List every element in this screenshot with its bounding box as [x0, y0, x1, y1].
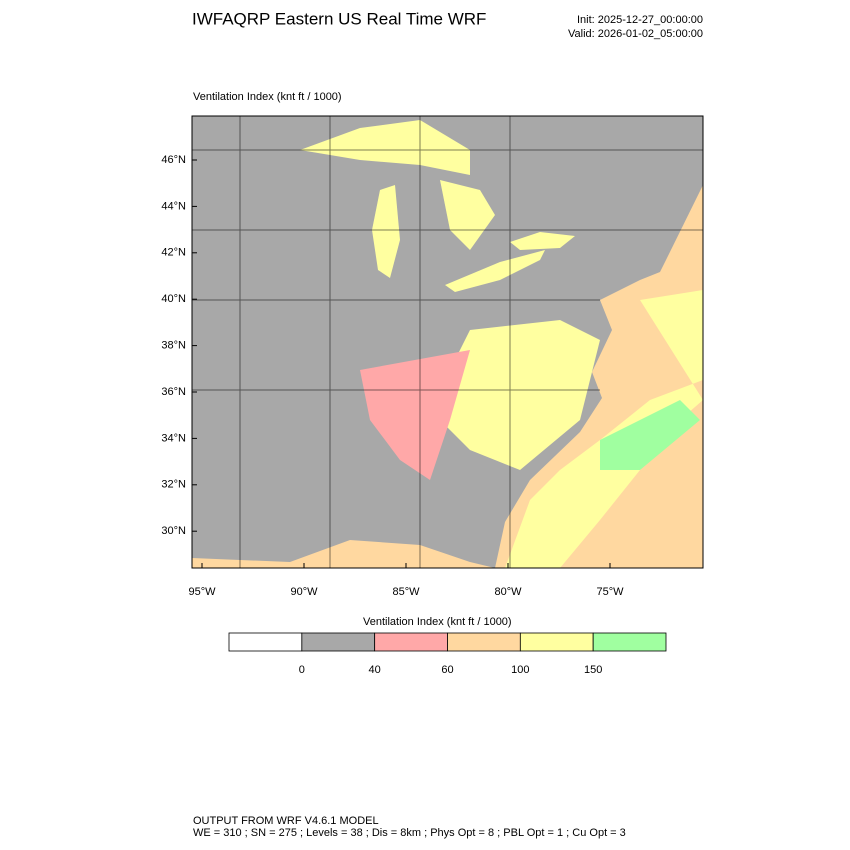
virginia-area	[440, 320, 600, 470]
init-time: Init: 2025-12-27_00:00:00	[577, 14, 703, 26]
lat-label: 42°N	[161, 247, 186, 259]
lat-label: 32°N	[161, 479, 186, 491]
colorbar-label: 40	[369, 664, 381, 676]
lon-label: 95°W	[188, 586, 216, 598]
map-frame	[191, 115, 704, 569]
lon-label: 75°W	[596, 586, 624, 598]
colorbar-label: 0	[299, 664, 305, 676]
lat-label: 30°N	[161, 525, 186, 537]
lat-label: 34°N	[161, 432, 186, 444]
lake-michigan	[372, 185, 400, 278]
lon-label: 80°W	[494, 586, 522, 598]
footer-line: OUTPUT FROM WRF V4.6.1 MODEL	[193, 815, 379, 827]
ocean	[495, 185, 703, 568]
lake-ontario	[510, 232, 575, 250]
colorbar-box	[519, 632, 594, 652]
map-subtitle: Ventilation Index (knt ft / 1000)	[193, 91, 342, 103]
ocean-green	[600, 400, 700, 470]
lake-superior	[300, 120, 470, 175]
pink-area	[360, 350, 470, 480]
lon-label: 85°W	[392, 586, 420, 598]
valid-time: Valid: 2026-01-02_05:00:00	[568, 28, 703, 40]
map	[192, 116, 703, 568]
footer-line: WE = 310 ; SN = 275 ; Levels = 38 ; Dis …	[193, 827, 626, 839]
lake-huron	[440, 180, 495, 250]
lat-label: 44°N	[161, 200, 186, 212]
colorbar-label: 60	[441, 664, 453, 676]
lon-label: 90°W	[290, 586, 318, 598]
lat-label: 40°N	[161, 293, 186, 305]
lat-label: 36°N	[161, 386, 186, 398]
colorbar-label: 100	[511, 664, 529, 676]
lake-erie	[445, 250, 545, 292]
colorbar-box	[228, 632, 303, 652]
colorbar-box	[374, 632, 448, 652]
colorbar-box	[301, 632, 376, 652]
colorbar-label: 150	[584, 664, 602, 676]
colorbar-title: Ventilation Index (knt ft / 1000)	[363, 616, 512, 628]
gulf	[192, 540, 495, 568]
ocean-yellow	[505, 290, 703, 568]
lat-label: 46°N	[161, 154, 186, 166]
title: IWFAQRP Eastern US Real Time WRF	[192, 9, 486, 28]
lat-label: 38°N	[161, 340, 186, 352]
colorbar-box	[447, 632, 521, 652]
colorbar-box	[592, 632, 667, 652]
state-lines	[192, 116, 703, 568]
